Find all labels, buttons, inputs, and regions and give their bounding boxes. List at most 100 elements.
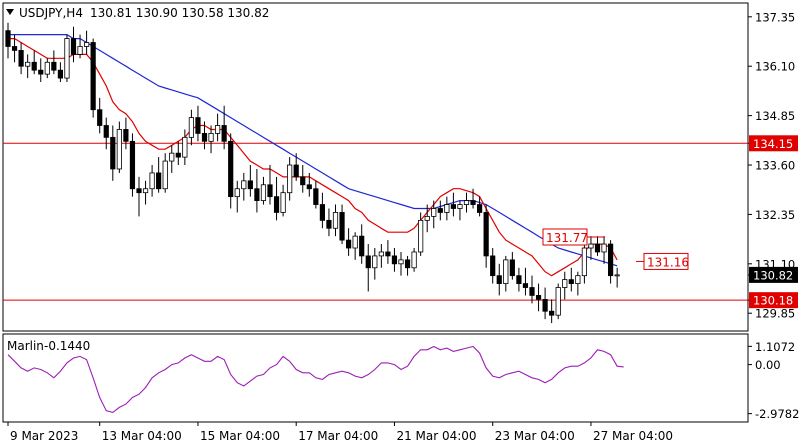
candle [581, 244, 588, 284]
candle [404, 255, 411, 276]
y-tick-label: 134.15 [753, 137, 793, 151]
price-pane[interactable] [2, 2, 749, 332]
candle [588, 236, 594, 260]
candle [568, 267, 574, 292]
candle [352, 232, 358, 260]
indicator-y-tick-label: 0.00 [755, 358, 781, 372]
candle [345, 228, 352, 256]
candle [313, 180, 319, 209]
candle [326, 208, 332, 237]
candle [234, 180, 240, 213]
x-tick-label: 27 Mar 04:00 [593, 429, 673, 443]
price-tag [749, 266, 798, 283]
candle [555, 283, 561, 320]
ma-red-line [8, 37, 618, 277]
candle [522, 267, 529, 296]
candle [84, 30, 90, 55]
candle [188, 109, 194, 146]
candle [476, 196, 483, 217]
candle [129, 133, 136, 197]
candle [516, 267, 522, 292]
candle [306, 172, 312, 197]
candle [431, 200, 437, 229]
y-tick-label: 130.82 [753, 268, 793, 282]
candle [25, 54, 31, 79]
candle [77, 34, 83, 59]
candle [549, 299, 555, 324]
candle [51, 50, 57, 75]
candle [103, 117, 109, 150]
dropdown-triangle-icon[interactable] [6, 9, 14, 15]
candle [332, 204, 339, 237]
candle [273, 176, 280, 221]
x-tick-label: 13 Mar 04:00 [102, 429, 182, 443]
candle [156, 157, 162, 193]
candle [437, 200, 443, 221]
y-tick-label: 129.85 [755, 307, 795, 321]
y-tick-label: 130.18 [753, 294, 793, 308]
candle [293, 153, 299, 181]
candle [483, 204, 489, 268]
candle [11, 34, 18, 63]
candle [208, 125, 214, 154]
indicator-y-tick-label: 1.1072 [755, 340, 795, 354]
candle [339, 204, 345, 245]
candle [463, 192, 470, 213]
candle [31, 50, 37, 75]
candle [241, 172, 247, 201]
candle [535, 283, 542, 312]
candle [470, 188, 476, 209]
candle [509, 251, 515, 280]
candle [195, 105, 201, 142]
annotation-label: 131.77 [546, 231, 588, 245]
candle [221, 105, 227, 150]
candle [418, 212, 424, 256]
x-tick-label: 15 Mar 04:00 [200, 429, 280, 443]
indicator-y-tick-label: -2.9782 [755, 407, 799, 421]
candle [457, 200, 463, 221]
y-tick-label: 137.35 [755, 10, 795, 24]
price-tag [749, 292, 798, 309]
candle [490, 248, 496, 284]
y-tick-label: 132.35 [755, 208, 795, 222]
candle [614, 267, 620, 288]
candle [300, 165, 306, 193]
x-tick-label: 9 Mar 2023 [10, 429, 78, 443]
candle [542, 287, 548, 320]
y-tick-label: 134.85 [755, 109, 795, 123]
candle [44, 58, 50, 79]
candle [162, 153, 168, 193]
candle [201, 121, 208, 150]
candle [214, 113, 221, 142]
annotation-box-131-16[interactable] [643, 252, 689, 270]
candle [70, 26, 77, 63]
candle [411, 248, 417, 272]
candle [496, 263, 502, 296]
indicator-value: -0.1440 [44, 339, 90, 353]
candle [182, 129, 188, 166]
candle [110, 125, 116, 181]
candle [254, 168, 260, 213]
candle [64, 34, 70, 83]
candle [359, 224, 365, 264]
marlin-line [7, 345, 624, 414]
candle [372, 248, 378, 280]
candle [142, 180, 149, 205]
candle [287, 157, 293, 201]
candle [260, 176, 267, 205]
candle [424, 204, 430, 233]
candle [529, 275, 535, 304]
candle [97, 97, 103, 134]
candle [267, 165, 273, 205]
candle [503, 255, 509, 292]
price-tag [749, 135, 798, 152]
x-tick-label: 21 Mar 04:00 [396, 429, 476, 443]
candle [228, 133, 234, 209]
x-tick-label: 23 Mar 04:00 [495, 429, 575, 443]
candle [169, 145, 175, 173]
candle [608, 240, 614, 284]
candle [365, 244, 371, 292]
indicator-pane[interactable] [2, 333, 749, 423]
